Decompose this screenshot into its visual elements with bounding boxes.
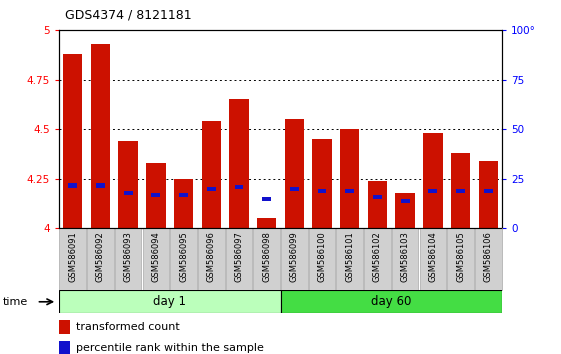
Text: GSM586104: GSM586104 <box>429 232 438 282</box>
FancyBboxPatch shape <box>226 228 252 290</box>
Bar <box>290 187 298 191</box>
Bar <box>207 187 215 191</box>
Bar <box>59 320 70 334</box>
Bar <box>484 189 493 193</box>
Text: day 60: day 60 <box>371 295 411 308</box>
Bar <box>479 161 498 228</box>
Bar <box>96 183 105 188</box>
Text: GSM586100: GSM586100 <box>318 232 327 282</box>
Text: GSM586101: GSM586101 <box>345 232 354 282</box>
Bar <box>68 183 77 188</box>
Text: percentile rank within the sample: percentile rank within the sample <box>76 343 264 353</box>
Bar <box>63 54 82 228</box>
FancyBboxPatch shape <box>337 228 363 290</box>
FancyBboxPatch shape <box>447 228 474 290</box>
Bar <box>373 195 382 199</box>
Text: GSM586102: GSM586102 <box>373 232 382 282</box>
FancyBboxPatch shape <box>59 228 86 290</box>
Bar <box>174 179 193 228</box>
FancyBboxPatch shape <box>142 228 169 290</box>
Bar <box>401 199 410 203</box>
Bar <box>396 193 415 228</box>
Bar <box>368 181 387 228</box>
Bar <box>429 189 437 193</box>
FancyBboxPatch shape <box>309 228 335 290</box>
FancyBboxPatch shape <box>254 228 280 290</box>
Bar <box>257 218 277 228</box>
Bar <box>318 189 327 193</box>
FancyBboxPatch shape <box>475 228 502 290</box>
FancyBboxPatch shape <box>280 290 502 313</box>
FancyBboxPatch shape <box>281 228 307 290</box>
FancyBboxPatch shape <box>392 228 419 290</box>
Bar <box>146 163 165 228</box>
Text: time: time <box>3 297 28 307</box>
Text: GSM586096: GSM586096 <box>207 232 216 282</box>
Text: GSM586091: GSM586091 <box>68 232 77 282</box>
Bar <box>59 342 70 354</box>
Text: GSM586093: GSM586093 <box>123 232 132 282</box>
FancyBboxPatch shape <box>59 290 280 313</box>
Text: GSM586098: GSM586098 <box>262 232 271 282</box>
Text: GSM586094: GSM586094 <box>151 232 160 282</box>
Text: transformed count: transformed count <box>76 322 180 332</box>
Bar <box>118 141 138 228</box>
Bar <box>456 189 465 193</box>
Bar <box>346 189 354 193</box>
FancyBboxPatch shape <box>115 228 141 290</box>
Text: GSM586106: GSM586106 <box>484 232 493 282</box>
Bar <box>91 44 110 228</box>
Bar <box>340 129 360 228</box>
Text: GSM586099: GSM586099 <box>290 232 299 282</box>
FancyBboxPatch shape <box>170 228 197 290</box>
Text: day 1: day 1 <box>153 295 186 308</box>
Bar <box>284 119 304 228</box>
Bar <box>451 153 470 228</box>
Bar <box>229 99 249 228</box>
Text: GSM586105: GSM586105 <box>456 232 465 282</box>
Bar <box>234 185 243 189</box>
Text: GDS4374 / 8121181: GDS4374 / 8121181 <box>65 8 191 21</box>
Bar <box>263 196 271 201</box>
FancyBboxPatch shape <box>198 228 224 290</box>
Text: GSM586092: GSM586092 <box>96 232 105 282</box>
Bar <box>179 193 188 197</box>
Bar <box>151 193 160 197</box>
Bar <box>312 139 332 228</box>
Bar <box>124 191 132 195</box>
Text: GSM586103: GSM586103 <box>401 232 410 282</box>
FancyBboxPatch shape <box>87 228 114 290</box>
Bar <box>423 133 443 228</box>
FancyBboxPatch shape <box>364 228 391 290</box>
Text: GSM586097: GSM586097 <box>234 232 243 282</box>
FancyBboxPatch shape <box>420 228 446 290</box>
Bar <box>201 121 221 228</box>
Text: GSM586095: GSM586095 <box>179 232 188 282</box>
